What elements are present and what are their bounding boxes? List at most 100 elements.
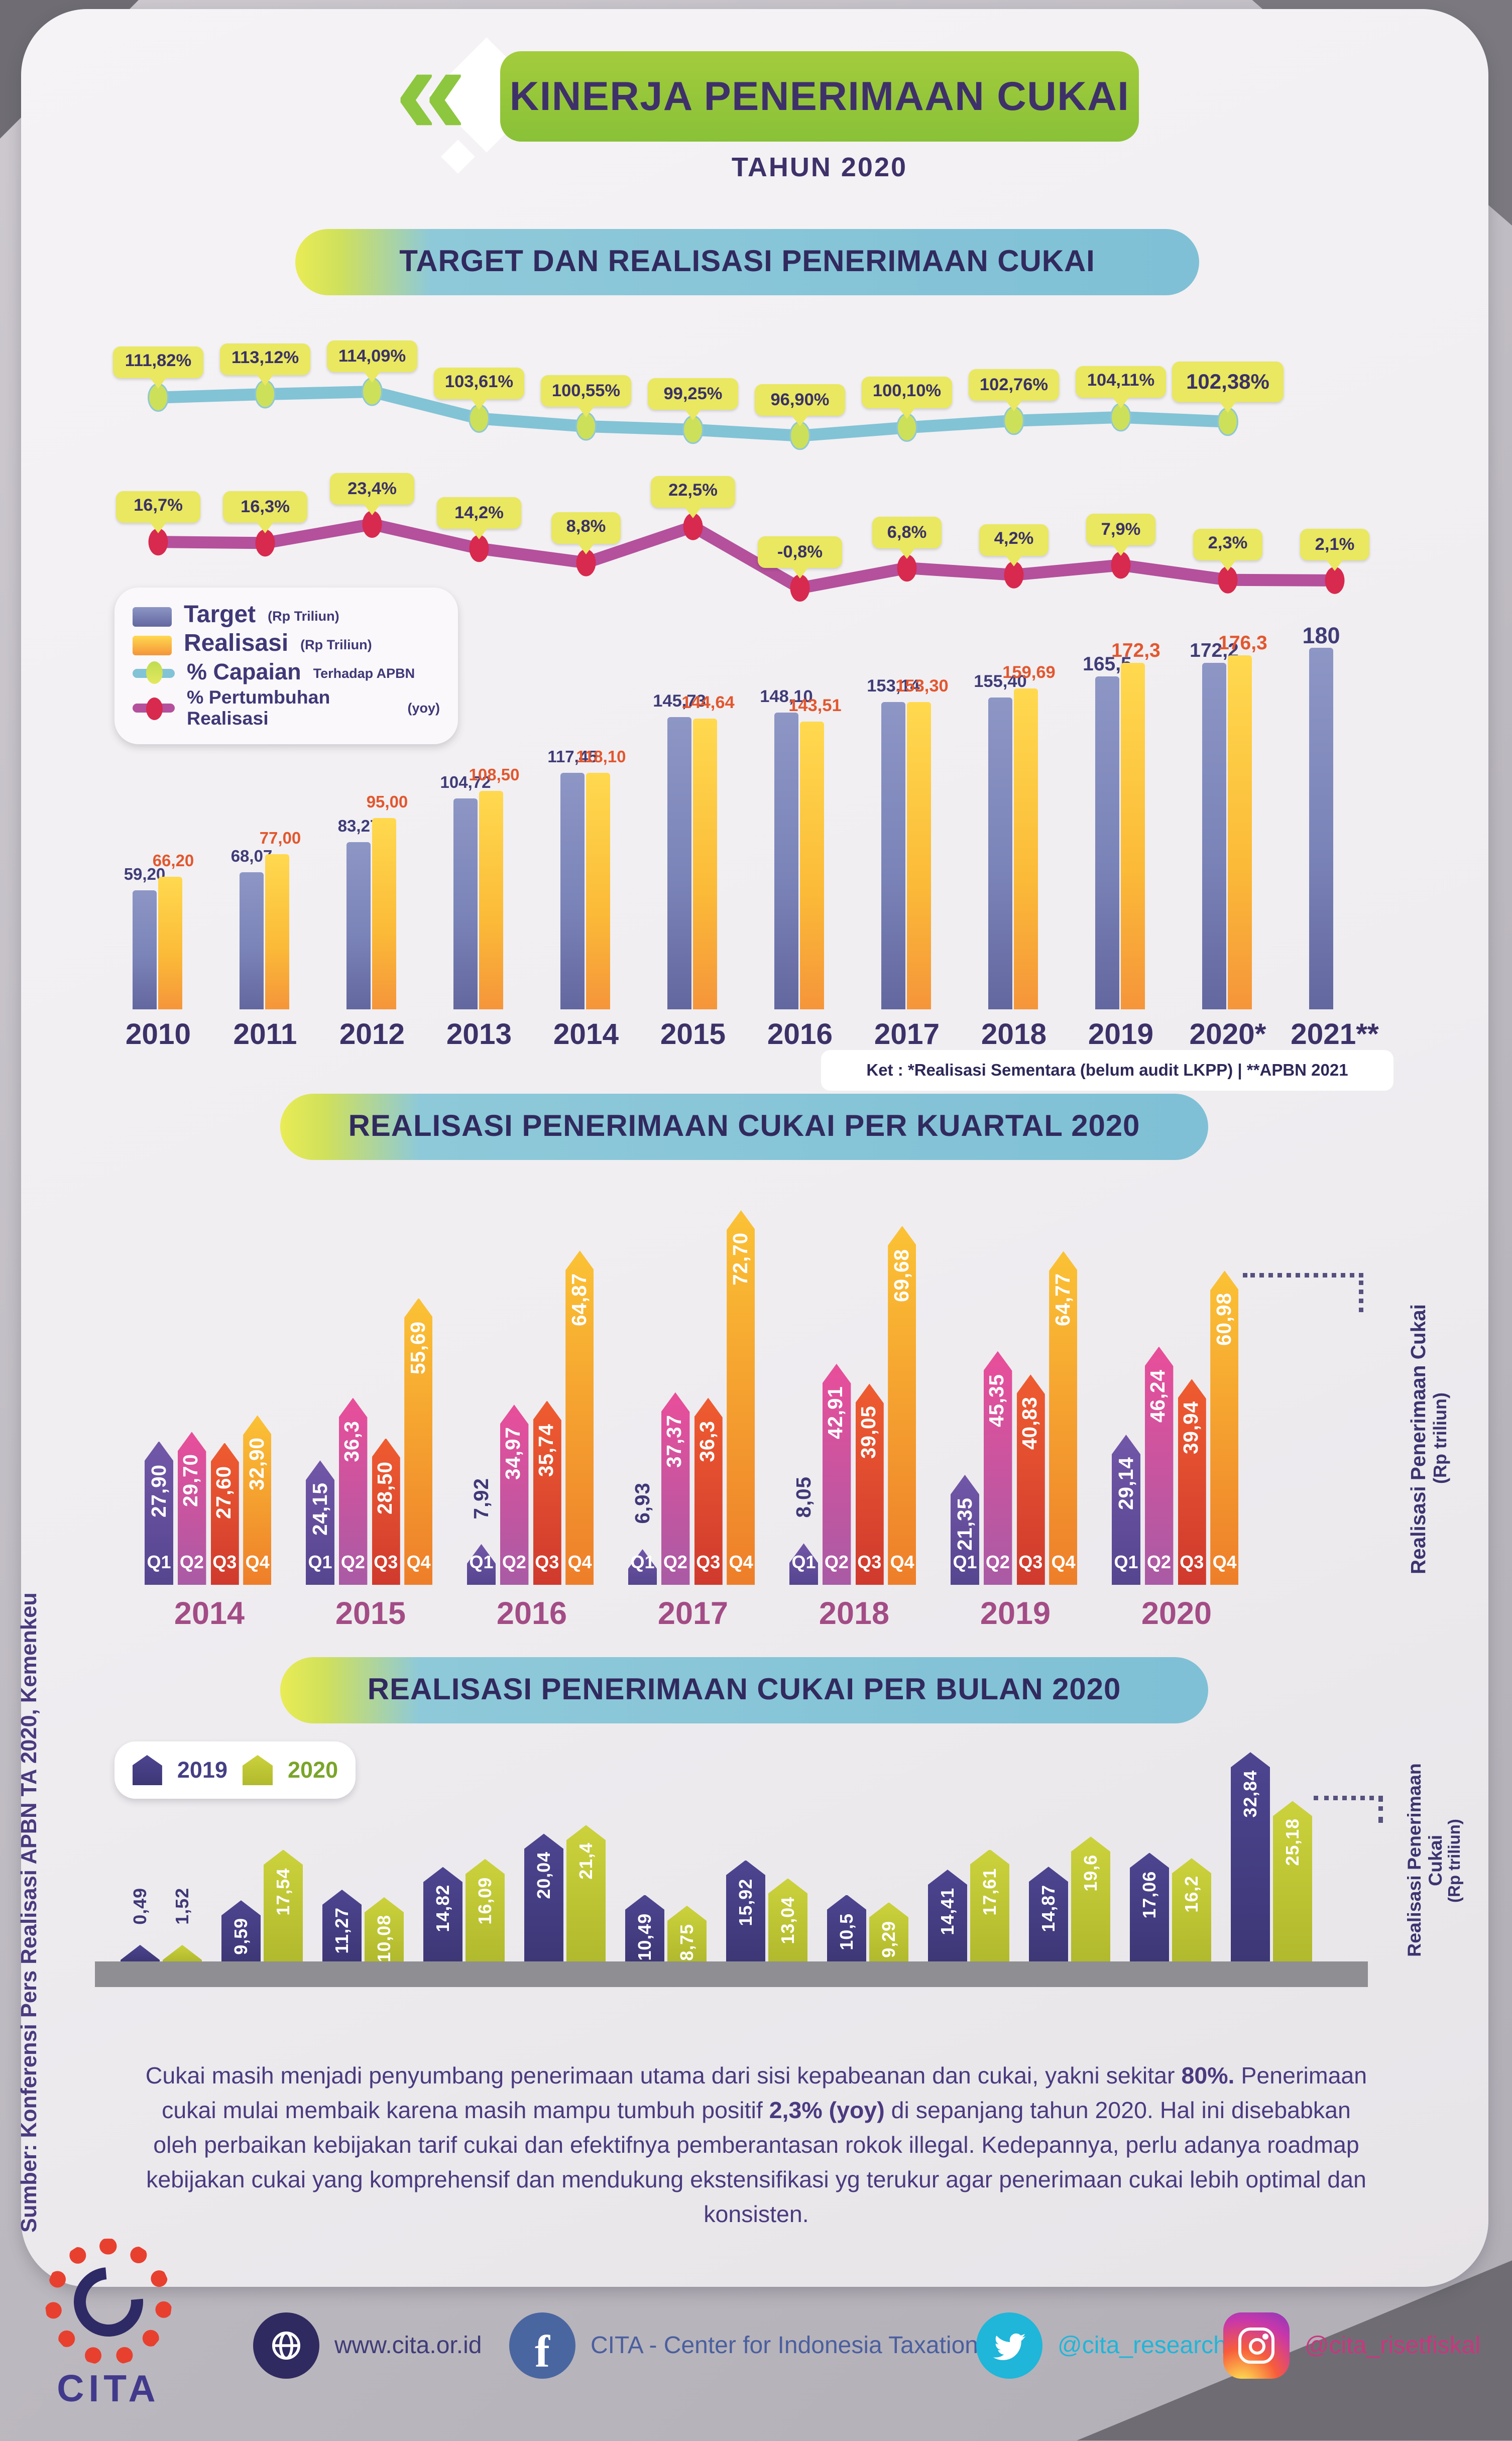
year-label-2011: 2011 bbox=[233, 1018, 297, 1052]
legend-label: Target bbox=[184, 603, 256, 628]
month-value: 14,87 bbox=[1038, 1885, 1059, 1932]
instagram-handle[interactable]: @cita_risetfiskal bbox=[1305, 2334, 1481, 2359]
chevron-icon: « bbox=[395, 18, 467, 163]
realisasi-swatch-icon bbox=[133, 635, 172, 655]
quarter-value: 7,92 bbox=[469, 1477, 492, 1519]
y-axis-label-line1: Realisasi Penerimaan Cukai bbox=[1407, 1303, 1430, 1574]
capaian-line-icon bbox=[133, 661, 175, 684]
quarter-bar-2019-Q2 bbox=[983, 1351, 1012, 1585]
page-subtitle: TAHUN 2020 bbox=[731, 152, 908, 182]
target-value: 145,73 bbox=[653, 692, 706, 711]
source-note: Sumber: Konferensi Pers Realisasi APBN T… bbox=[18, 1593, 42, 2234]
year-label-2015: 2015 bbox=[335, 1597, 406, 1632]
month-bar-2019-5 bbox=[524, 1833, 563, 1961]
quarter-value: 55,69 bbox=[406, 1320, 429, 1374]
quarter-label: Q4 bbox=[890, 1552, 914, 1573]
summary-paragraph: Cukai masih menjadi penyumbang penerimaa… bbox=[145, 2061, 1368, 2234]
quarter-bar-2018-Q4 bbox=[888, 1226, 917, 1585]
capaian-badge: 113,12% bbox=[220, 342, 310, 385]
target-bar-2012 bbox=[346, 842, 371, 1009]
section-title-bulan: REALISASI PENERIMAAN CUKAI PER BULAN 202… bbox=[280, 1657, 1208, 1723]
month-value: 10,49 bbox=[634, 1912, 655, 1960]
month-value: 9,29 bbox=[878, 1920, 899, 1957]
quarter-label: Q1 bbox=[953, 1552, 977, 1573]
y-axis-label-line2: (Rp triliun) bbox=[1430, 1393, 1451, 1484]
growth-line-icon bbox=[133, 696, 175, 720]
month-value: 16,2 bbox=[1181, 1876, 1202, 1914]
capaian-badge: 102,38% bbox=[1172, 361, 1284, 413]
month-bar-2019-1 bbox=[121, 1945, 160, 1961]
quarter-bar-2017-Q2 bbox=[661, 1392, 690, 1585]
year-label-2019: 2019 bbox=[1088, 1018, 1154, 1052]
quarter-bar-2019-Q4 bbox=[1049, 1251, 1078, 1585]
year-label-2016: 2016 bbox=[496, 1597, 567, 1632]
quarter-label: Q1 bbox=[308, 1552, 332, 1573]
year-label-2017: 2017 bbox=[657, 1597, 729, 1632]
month-value: 13,04 bbox=[777, 1896, 798, 1944]
quarter-label: Q1 bbox=[1114, 1552, 1138, 1573]
cita-logo-text: CITA bbox=[57, 2368, 160, 2410]
quarter-value: 27,60 bbox=[212, 1465, 236, 1519]
y-axis-label-line2: (Rp triliun) bbox=[1446, 1818, 1464, 1903]
realisasi-value: 77,00 bbox=[259, 831, 301, 849]
quarter-value: 24,15 bbox=[308, 1483, 331, 1537]
target-value: 104,72 bbox=[440, 775, 491, 793]
instagram-icon[interactable] bbox=[1223, 2312, 1290, 2379]
month-value: 8,75 bbox=[676, 1923, 697, 1961]
quarter-bar-2015-Q2 bbox=[338, 1398, 368, 1585]
quarter-value: 46,24 bbox=[1146, 1369, 1170, 1423]
realisasi-value: 159,69 bbox=[1002, 664, 1056, 683]
target-value: 148,10 bbox=[760, 687, 813, 706]
target-bar-2013 bbox=[453, 799, 478, 1009]
growth-badge: 16,3% bbox=[223, 492, 307, 534]
twitter-icon[interactable] bbox=[976, 2312, 1042, 2379]
quarter-bar-2016-Q2 bbox=[500, 1405, 529, 1585]
quarter-label: Q2 bbox=[985, 1552, 1010, 1573]
legend-row-capaian: % Capaian Terhadap APBN bbox=[133, 660, 440, 685]
quarter-value: 40,83 bbox=[1018, 1397, 1041, 1450]
footnote: Ket : *Realisasi Sementara (belum audit … bbox=[821, 1050, 1393, 1091]
cita-logo-icon bbox=[45, 2239, 172, 2365]
instagram-lens bbox=[1248, 2337, 1265, 2354]
quarter-value: 42,91 bbox=[824, 1386, 847, 1440]
chart-target-realisasi: Target (Rp Triliun) Realisasi (Rp Triliu… bbox=[87, 301, 1443, 1085]
year-label-2014: 2014 bbox=[553, 1018, 619, 1052]
growth-badge: 23,4% bbox=[330, 473, 414, 515]
quarter-value: 8,05 bbox=[791, 1476, 815, 1518]
legend-sub: (yoy) bbox=[407, 701, 440, 716]
month-bar-2020-7 bbox=[768, 1878, 807, 1961]
realisasi-bar-2018 bbox=[1014, 688, 1038, 1009]
month-bar-2019-8 bbox=[827, 1894, 866, 1961]
quarter-label: Q3 bbox=[857, 1552, 882, 1573]
month-value: 15,92 bbox=[735, 1878, 756, 1926]
month-value: 11,27 bbox=[331, 1907, 353, 1954]
paragraph-segment: Penerimaan cukai mulai membaik karena ma… bbox=[162, 2064, 1367, 2124]
month-bar-2020-2 bbox=[264, 1849, 303, 1961]
paragraph-bold-segment: 2,3% (yoy) bbox=[769, 2098, 885, 2124]
month-value: 17,61 bbox=[979, 1867, 1000, 1915]
month-bar-2020-9 bbox=[970, 1849, 1009, 1961]
quarter-value: 32,90 bbox=[245, 1438, 268, 1491]
month-bar-2020-12 bbox=[1273, 1801, 1312, 1961]
target-bar-2018 bbox=[988, 697, 1012, 1009]
quarter-label: Q2 bbox=[663, 1552, 687, 1573]
legend-2020: 2020 bbox=[288, 1757, 338, 1783]
facebook-link[interactable]: CITA - Center for Indonesia Taxation bbox=[591, 2334, 978, 2359]
quarter-bar-2016-Q3 bbox=[532, 1401, 561, 1585]
legend-row-growth: % Pertumbuhan Realisasi (yoy) bbox=[133, 687, 440, 729]
year-label-2014: 2014 bbox=[174, 1597, 245, 1632]
website-link[interactable]: www.cita.or.id bbox=[334, 2334, 482, 2359]
facebook-icon[interactable]: f bbox=[509, 2312, 575, 2379]
lines-layer bbox=[148, 377, 1345, 602]
instagram-camera bbox=[1238, 2328, 1274, 2364]
quarter-value: 64,87 bbox=[567, 1273, 591, 1327]
cita-logo: CITA bbox=[24, 2239, 193, 2412]
month-bar-2020-1 bbox=[163, 1945, 202, 1961]
month-value: 10,08 bbox=[374, 1915, 395, 1963]
quarter-bar-2017-Q4 bbox=[727, 1210, 756, 1585]
quarter-label: Q2 bbox=[340, 1552, 365, 1573]
realisasi-value: 176,3 bbox=[1218, 631, 1267, 654]
month-bar-2020-3 bbox=[365, 1897, 404, 1961]
twitter-handle[interactable]: @cita_research bbox=[1058, 2334, 1227, 2359]
quarter-label: Q4 bbox=[1051, 1552, 1076, 1573]
